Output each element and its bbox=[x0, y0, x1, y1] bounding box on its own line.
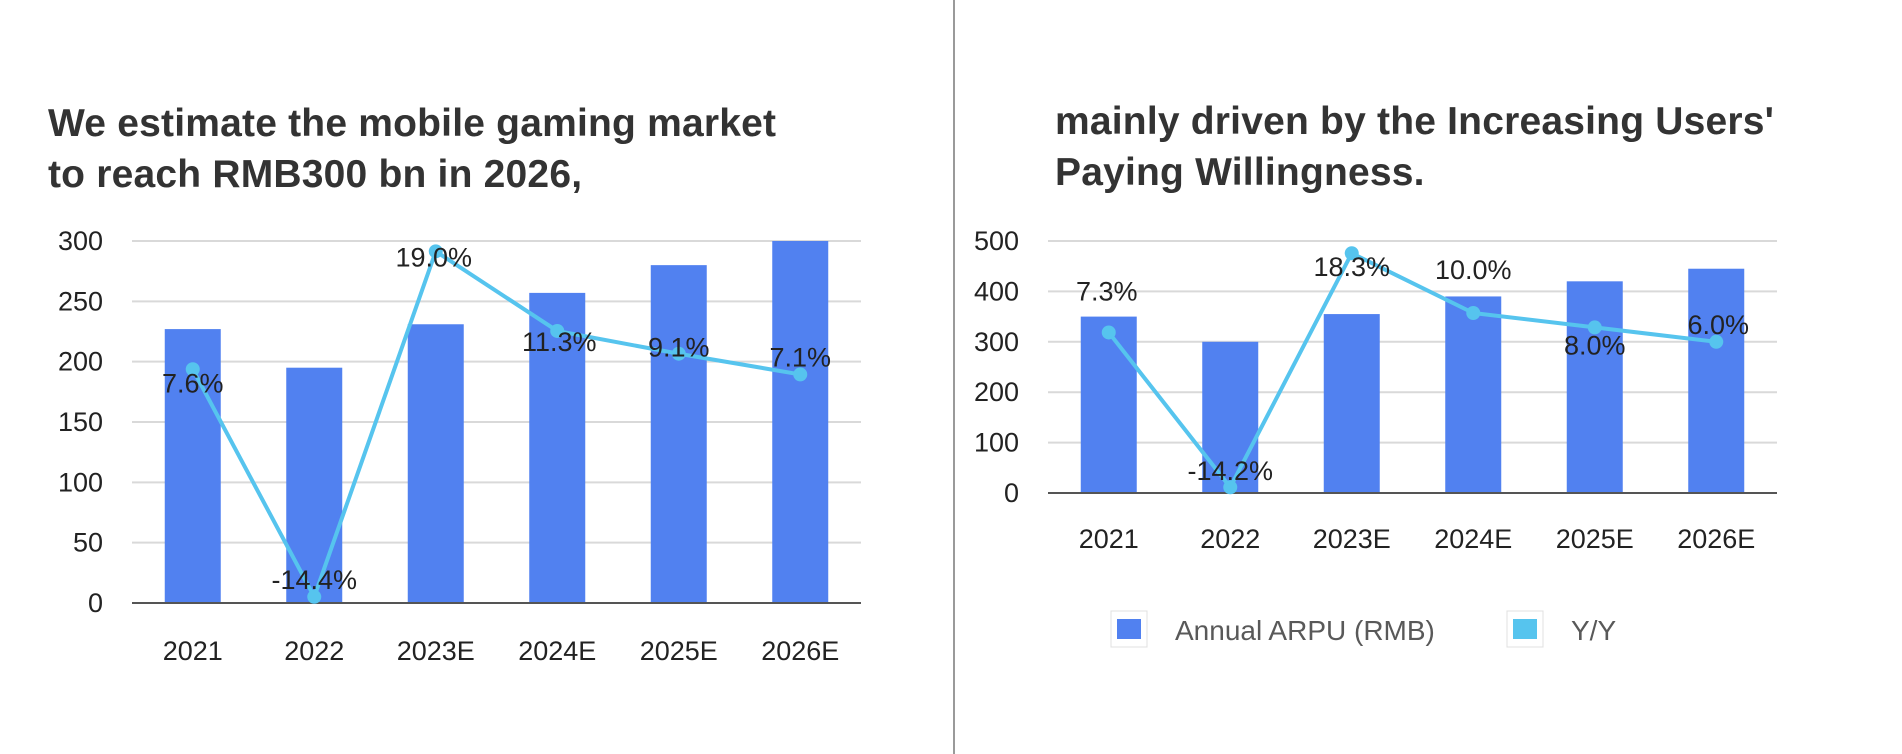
bar bbox=[407, 324, 464, 603]
yoy-point bbox=[428, 244, 443, 259]
x-tick-label: 2023E bbox=[1313, 524, 1391, 554]
right-title-line2: Paying Willingness. bbox=[1055, 151, 1425, 194]
yoy-data-label: 18.3% bbox=[1313, 252, 1390, 282]
right-panel: mainly driven by the Increasing Users' P… bbox=[955, 0, 1902, 754]
right-title-line1: mainly driven by the Increasing Users' bbox=[1055, 100, 1775, 143]
yoy-point bbox=[1466, 306, 1481, 320]
bar bbox=[1323, 314, 1380, 493]
y-tick-label: 0 bbox=[1004, 478, 1019, 508]
bar bbox=[1688, 268, 1745, 493]
yoy-data-label: -14.4% bbox=[271, 565, 357, 595]
yoy-line bbox=[190, 249, 801, 599]
x-tick-label: 2024E bbox=[518, 636, 596, 666]
y-tick-label: 300 bbox=[58, 226, 103, 256]
y-tick-label: 100 bbox=[974, 428, 1019, 458]
yoy-point bbox=[1223, 480, 1238, 495]
legend-swatch bbox=[1117, 619, 1141, 639]
y-tick-label: 500 bbox=[974, 226, 1019, 256]
y-tick-label: 400 bbox=[974, 276, 1019, 306]
bar bbox=[1202, 341, 1259, 493]
yoy-data-label: 7.3% bbox=[1076, 276, 1138, 306]
y-tick-label: 200 bbox=[974, 377, 1019, 407]
y-tick-label: 50 bbox=[73, 528, 103, 558]
x-tick-label: 2026E bbox=[1677, 524, 1755, 554]
bar bbox=[529, 292, 586, 603]
yoy-data-label: 9.1% bbox=[648, 333, 710, 363]
arpu-chart: 0 100 200 300 400 500 2021 2022 2023E 2024E 2025E 2… bbox=[974, 226, 1777, 648]
yoy-point bbox=[185, 362, 200, 377]
yoy-point bbox=[1101, 325, 1116, 340]
x-tick-label: 2022 bbox=[284, 636, 344, 666]
left-panel: We estimate the mobile gaming market to … bbox=[48, 98, 928, 666]
x-tick-label: 2025E bbox=[640, 636, 718, 666]
yoy-line bbox=[1107, 251, 1717, 490]
y-tick-label: 300 bbox=[974, 327, 1019, 357]
yoy-data-label: 11.3% bbox=[522, 327, 597, 357]
x-tick-label: 2025E bbox=[1556, 524, 1634, 554]
legend-label: Annual ARPU (RMB) bbox=[1175, 615, 1435, 646]
yoy-point bbox=[1344, 246, 1359, 261]
yoy-data-label: 7.1% bbox=[769, 342, 831, 372]
x-tick-label: 2023E bbox=[397, 636, 475, 666]
x-tick-label: 2022 bbox=[1200, 524, 1260, 554]
yoy-point bbox=[671, 346, 686, 361]
y-tick-label: 250 bbox=[58, 286, 103, 316]
x-tick-label: 2021 bbox=[163, 636, 223, 666]
x-tick-label: 2026E bbox=[761, 636, 839, 666]
legend-swatch bbox=[1513, 619, 1537, 639]
yoy-data-label: 19.0% bbox=[395, 242, 472, 272]
y-tick-label: 0 bbox=[88, 588, 103, 618]
yoy-point bbox=[793, 367, 808, 382]
yoy-data-label: 10.0% bbox=[1435, 255, 1512, 285]
left-title-line2: to reach RMB300 bn in 2026, bbox=[48, 153, 583, 196]
y-tick-label: 100 bbox=[58, 467, 103, 497]
y-tick-label: 200 bbox=[58, 347, 103, 377]
x-tick-label: 2024E bbox=[1434, 524, 1512, 554]
x-tick-label: 2021 bbox=[1079, 524, 1139, 554]
left-title-line1: We estimate the mobile gaming market bbox=[48, 102, 777, 145]
yoy-point bbox=[1709, 334, 1724, 349]
left-title: We estimate the mobile gaming market to … bbox=[48, 98, 928, 200]
bar bbox=[1445, 296, 1502, 493]
yoy-data-label: 8.0% bbox=[1564, 330, 1626, 360]
yoy-point bbox=[1587, 320, 1602, 335]
bar bbox=[1080, 316, 1137, 493]
bar bbox=[772, 241, 829, 603]
yoy-point bbox=[307, 589, 322, 604]
y-tick-label: 150 bbox=[58, 407, 103, 437]
yoy-data-label: -14.2% bbox=[1187, 456, 1273, 486]
market-size-chart: 0 50 100 150 200 250 300 2021 2022 2023E 2024E 2025… bbox=[58, 226, 861, 666]
bar bbox=[1566, 281, 1623, 493]
yoy-data-label: 6.0% bbox=[1687, 310, 1749, 340]
bar bbox=[650, 265, 707, 603]
yoy-point bbox=[550, 323, 565, 338]
panel-divider bbox=[953, 0, 955, 754]
yoy-data-label: 7.6% bbox=[162, 368, 224, 398]
right-title: mainly driven by the Increasing Users' P… bbox=[1055, 96, 1875, 198]
legend-label: Y/Y bbox=[1571, 615, 1616, 646]
